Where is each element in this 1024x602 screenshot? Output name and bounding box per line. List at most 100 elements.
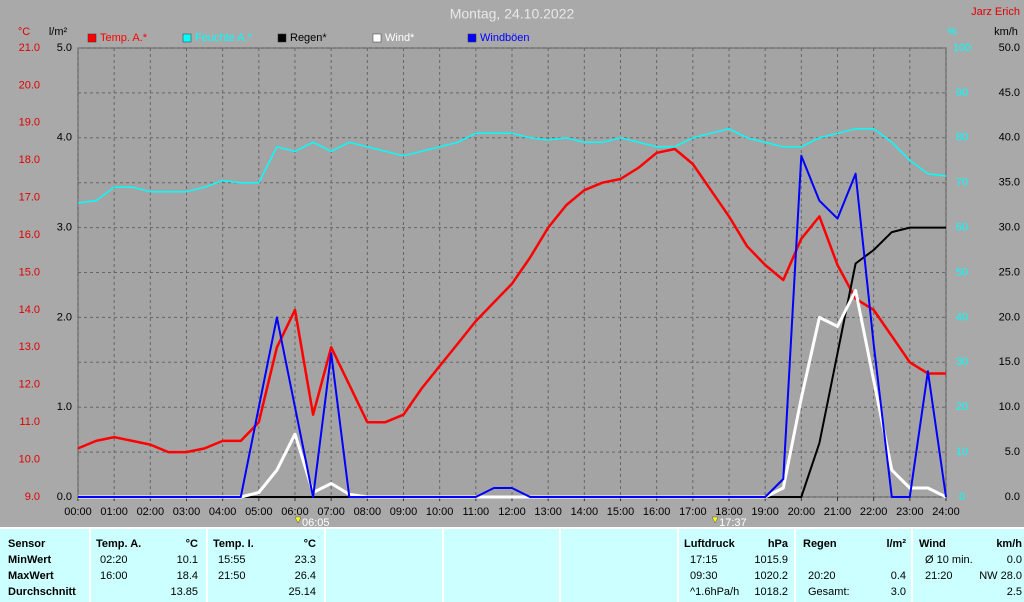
- legend-swatch: [277, 33, 287, 43]
- summary-panel: [0, 528, 1024, 602]
- x-tick-label: 16:00: [643, 506, 671, 518]
- y4-tick-label: 45.0: [999, 87, 1020, 99]
- y-tick-label: 18.0: [19, 154, 40, 166]
- x-tick-label: 04:00: [209, 506, 237, 518]
- chart-title: Montag, 24.10.2022: [450, 6, 575, 22]
- cell-value: 1015.9: [754, 554, 788, 566]
- x-tick-label: 20:00: [788, 506, 816, 518]
- x-tick-label: 06:00: [281, 506, 309, 518]
- table-unit: km/h: [996, 538, 1022, 550]
- legend-swatch: [182, 33, 192, 43]
- y-tick-label: 20.0: [19, 79, 40, 91]
- row-label: Durchschnitt: [8, 586, 76, 598]
- cell-value: 25.14: [288, 586, 316, 598]
- y2-tick-label: 3.0: [57, 222, 72, 234]
- sun-label: 17:37: [719, 517, 747, 529]
- series-line: [78, 154, 947, 498]
- cell-value: 13.85: [170, 586, 198, 598]
- legend-label: Windböen: [480, 32, 530, 44]
- legend-swatch: [87, 33, 97, 43]
- y4-axis-label: km/h: [994, 26, 1018, 38]
- y2-tick-label: 1.0: [57, 401, 72, 413]
- cell-value: 18.4: [177, 570, 198, 582]
- x-tick-label: 13:00: [534, 506, 562, 518]
- sun-marker: [711, 516, 719, 524]
- cell-time: ^1.6hPa/h: [690, 586, 739, 598]
- table-header: Sensor: [8, 538, 46, 550]
- x-tick-label: 03:00: [173, 506, 201, 518]
- cell-time: 02:20: [100, 554, 128, 566]
- y-tick-label: 15.0: [19, 266, 40, 278]
- legend-swatch: [467, 33, 477, 43]
- sun-marker: [294, 516, 302, 524]
- y3-tick-label: 0: [959, 491, 965, 503]
- y3-tick-label: 20: [956, 401, 968, 413]
- y-axis-label: °C: [18, 26, 30, 38]
- x-tick-label: 14:00: [571, 506, 599, 518]
- x-tick-label: 19:00: [751, 506, 779, 518]
- y4-tick-label: 15.0: [999, 356, 1020, 368]
- sun-label: 06:05: [302, 517, 330, 529]
- cell-value: 1020.2: [754, 570, 788, 582]
- y3-tick-label: 70: [956, 177, 968, 189]
- x-tick-label: 01:00: [100, 506, 128, 518]
- cell-time: 16:00: [100, 570, 128, 582]
- cell-time: 17:15: [690, 554, 718, 566]
- cell-time: 09:30: [690, 570, 718, 582]
- legend-label: Regen*: [290, 32, 327, 44]
- y4-tick-label: 35.0: [999, 177, 1020, 189]
- y-tick-label: 21.0: [19, 42, 40, 54]
- table-header: Wind: [919, 538, 946, 550]
- legend-label: Wind*: [385, 32, 415, 44]
- x-tick-label: 15:00: [607, 506, 635, 518]
- x-tick-label: 05:00: [245, 506, 273, 518]
- y3-tick-label: 30: [956, 356, 968, 368]
- y4-tick-label: 20.0: [999, 311, 1020, 323]
- series-line: [77, 147, 946, 454]
- author: Jarz Erich: [971, 6, 1020, 18]
- y-tick-label: 13.0: [19, 341, 40, 353]
- x-tick-label: 22:00: [860, 506, 888, 518]
- row-label: MinWert: [8, 554, 52, 566]
- y3-tick-label: 60: [956, 222, 968, 234]
- row-label: MaxWert: [8, 570, 54, 582]
- cell-time: Ø 10 min.: [925, 554, 973, 566]
- cell-value: 3.0: [891, 586, 906, 598]
- cell-value: 10.1: [177, 554, 198, 566]
- table-unit: °C: [304, 538, 316, 550]
- cell-value: 0.0: [1007, 554, 1022, 566]
- y-tick-label: 14.0: [19, 304, 40, 316]
- x-tick-label: 23:00: [896, 506, 924, 518]
- cell-value: 26.4: [295, 570, 316, 582]
- table-header: Temp. I.: [213, 538, 254, 550]
- x-tick-label: 00:00: [64, 506, 92, 518]
- table-header: Temp. A.: [96, 538, 141, 550]
- x-tick-label: 07:00: [317, 506, 345, 518]
- y2-tick-label: 5.0: [57, 42, 72, 54]
- y-tick-label: 11.0: [19, 416, 40, 428]
- y-tick-label: 19.0: [19, 117, 40, 129]
- cell-value: 23.3: [295, 554, 316, 566]
- y3-axis-label: %: [947, 26, 957, 38]
- y-tick-label: 17.0: [19, 192, 40, 204]
- y3-tick-label: 80: [956, 132, 968, 144]
- y-tick-label: 12.0: [19, 379, 40, 391]
- y3-tick-label: 50: [956, 266, 968, 278]
- x-tick-label: 02:00: [137, 506, 165, 518]
- legend-swatch: [372, 33, 382, 43]
- series-line: [77, 128, 947, 204]
- cell-time: Gesamt:: [808, 586, 850, 598]
- x-tick-label: 21:00: [824, 506, 852, 518]
- table-header: Luftdruck: [684, 538, 736, 550]
- table-unit: °C: [186, 538, 198, 550]
- y4-tick-label: 5.0: [1005, 446, 1020, 458]
- y4-tick-label: 50.0: [999, 42, 1020, 54]
- y4-tick-label: 30.0: [999, 222, 1020, 234]
- x-tick-label: 18:00: [715, 506, 743, 518]
- y-tick-label: 16.0: [19, 229, 40, 241]
- y2-tick-label: 0.0: [57, 491, 72, 503]
- x-tick-label: 09:00: [390, 506, 418, 518]
- table-unit: l/m²: [886, 538, 906, 550]
- cell-time: 21:20: [925, 570, 953, 582]
